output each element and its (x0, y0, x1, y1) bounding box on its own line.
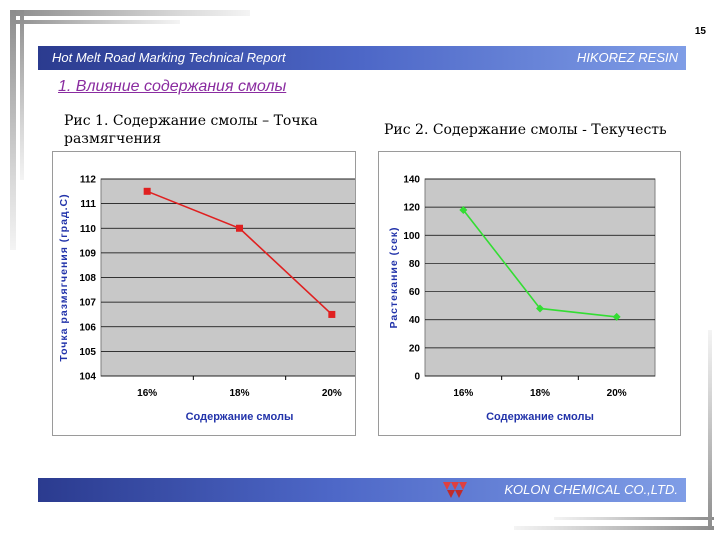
data-point (459, 205, 468, 214)
y-tick-label: 40 (409, 315, 421, 326)
y-tick-label: 60 (409, 287, 421, 298)
x-tick-label: 18% (530, 388, 550, 399)
page-number: 15 (694, 26, 706, 37)
corner-decoration-right-1 (708, 330, 712, 530)
header-bar: Hot Melt Road Marking Technical Report H… (38, 46, 686, 70)
figure-1-title: Рис 1. Содержание смолы – Точка размягче… (64, 113, 318, 147)
corner-decoration-left-2 (20, 10, 24, 180)
y-tick-label: 112 (80, 175, 97, 186)
y-axis-label: Растекание (сек) (388, 226, 400, 328)
y-tick-label: 105 (79, 347, 96, 358)
chart-2-flow: 0 20 40 60 80 100 120 140 16% 18% 20% Содержание см… (388, 175, 656, 423)
company-name: KOLON CHEMICAL CO.,LTD. (504, 482, 678, 497)
plot-area (424, 178, 656, 377)
data-point (236, 224, 243, 232)
figure-2-title: Рис 2. Содержание смолы - Текучесть (384, 122, 667, 138)
chart-1-softening-point: 104 105 106 107 108 109 110 111 112 16% 18% 20% Соде… (58, 175, 355, 423)
x-axis-label: Содержание смолы (186, 411, 294, 423)
chart-1-frame: 104 105 106 107 108 109 110 111 112 16% 18% 20% Соде… (52, 151, 356, 436)
y-tick-label: 0 (414, 372, 420, 383)
data-point (328, 310, 336, 318)
y-tick-label: 104 (79, 372, 96, 383)
y-tick-label: 106 (79, 322, 96, 333)
y-tick-label: 80 (409, 259, 421, 270)
x-tick-label: 20% (607, 388, 627, 399)
y-tick-label: 120 (403, 203, 420, 214)
y-tick-label: 100 (403, 231, 420, 242)
y-tick-label: 110 (80, 224, 97, 235)
y-tick-label: 109 (79, 248, 96, 259)
product-name: HIKOREZ RESIN (576, 50, 678, 65)
y-axis-label: Точка размягчения (град.С) (58, 193, 70, 361)
chart-2-frame: 0 20 40 60 80 100 120 140 16% 18% 20% Содержание см… (378, 151, 681, 436)
x-tick-label: 18% (229, 388, 249, 399)
kolon-logo-icon (443, 482, 467, 498)
data-point (612, 312, 621, 321)
corner-decoration-top-2 (10, 20, 180, 24)
report-title: Hot Melt Road Marking Technical Report (52, 50, 286, 65)
x-tick-label: 16% (453, 388, 473, 399)
corner-decoration-bottom-2 (554, 517, 714, 520)
x-axis-label: Содержание смолы (486, 411, 594, 423)
y-tick-label: 107 (79, 298, 96, 309)
y-tick-label: 111 (80, 199, 96, 210)
corner-decoration-top-1 (10, 10, 250, 16)
section-title: 1. Влияние содержания смолы (58, 78, 287, 95)
corner-decoration-bottom-1 (514, 526, 714, 530)
footer-bar: KOLON CHEMICAL CO.,LTD. (38, 478, 686, 502)
y-tick-label: 140 (403, 175, 420, 186)
data-point (536, 304, 544, 313)
x-tick-label: 20% (322, 388, 342, 399)
y-tick-label: 108 (79, 273, 96, 284)
x-tick-label: 16% (137, 388, 157, 399)
data-point (143, 187, 151, 195)
y-tick-label: 20 (409, 343, 421, 354)
corner-decoration-left-1 (10, 10, 16, 250)
